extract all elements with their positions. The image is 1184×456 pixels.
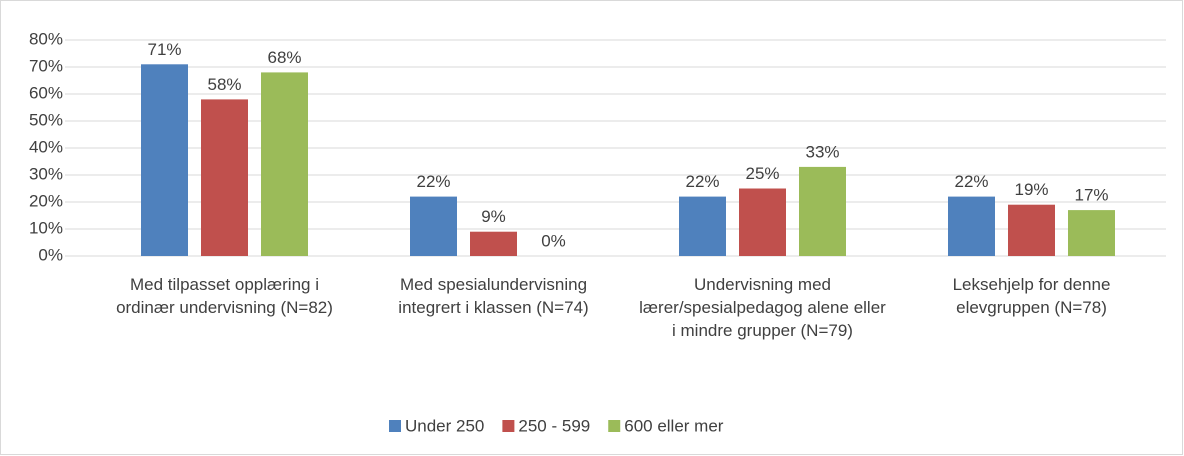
bar [410,196,457,256]
bar [261,72,308,257]
legend-swatch [502,420,515,432]
value-label: 0% [541,231,566,250]
value-label: 22% [954,172,988,191]
bar [201,99,248,257]
bar [799,166,846,256]
y-tick-label: 30% [29,164,63,183]
y-tick-label: 80% [29,29,63,48]
value-label: 68% [267,48,301,67]
value-label: 25% [745,164,779,183]
y-tick-label: 60% [29,83,63,102]
value-label: 22% [416,172,450,191]
x-tick-label: Med tilpasset opplæring i ordinær underv… [116,275,333,317]
x-tick-label: Med spesialundervisning integrert i klas… [398,275,589,317]
value-label: 22% [685,172,719,191]
bar [1068,210,1115,256]
value-label: 9% [481,207,506,226]
bar [739,188,786,256]
bar [1008,204,1055,256]
value-label: 58% [207,75,241,94]
value-label: 19% [1014,180,1048,199]
legend-label: 600 eller mer [624,416,724,435]
value-label: 33% [805,142,839,161]
x-tick-label: Undervisning med lærer/spesialpedagog al… [639,275,886,340]
value-label: 71% [147,40,181,59]
x-tick-label: Leksehjelp for denne elevgruppen (N=78) [952,275,1111,317]
legend-swatch [389,420,401,432]
y-tick-label: 50% [29,110,63,129]
value-label: 17% [1074,186,1108,205]
y-tick-label: 10% [29,218,63,237]
bar [470,231,517,256]
bar [948,196,995,256]
y-tick-label: 20% [29,191,63,210]
y-tick-label: 70% [29,56,63,75]
y-tick-label: 40% [29,137,63,156]
legend-label: 250 - 599 [518,416,590,435]
legend-swatch [608,420,621,432]
bar [141,64,188,256]
y-tick-label: 0% [38,245,63,264]
legend-label: Under 250 [405,416,484,435]
bar [679,196,726,256]
